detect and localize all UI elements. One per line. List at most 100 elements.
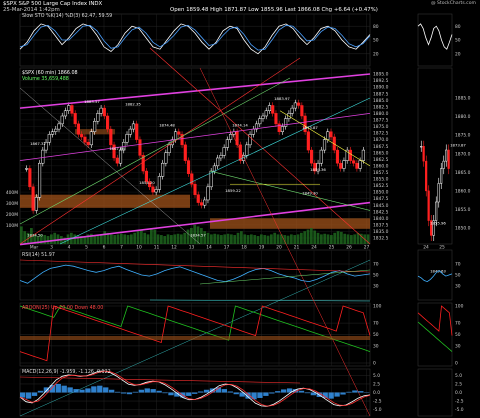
- support-band: [20, 194, 190, 208]
- volume-bar: [240, 231, 243, 244]
- price-axis-label: 1865.0: [373, 150, 389, 156]
- volume-bar: [353, 234, 357, 244]
- volume-bar: [110, 234, 113, 244]
- macd-right-axis-label: -2.5: [455, 399, 464, 405]
- right-price-axis-label: 1870.0: [455, 151, 471, 157]
- candle: [38, 162, 42, 198]
- macd-hist-bar: [352, 390, 358, 393]
- x-tick-label: 14: [206, 245, 212, 251]
- price-axis-label: 1880.0: [373, 111, 389, 117]
- price-annotation: 1867.32: [30, 141, 46, 146]
- macd-hist-bar: [103, 387, 109, 393]
- volume-axis-label: 300M: [6, 201, 18, 207]
- candle: [96, 113, 100, 122]
- macd-hist-bar: [97, 385, 103, 393]
- price-annotation: 1883.57: [84, 99, 100, 104]
- rsi-axis-label: 50: [373, 273, 379, 279]
- volume-bar: [93, 235, 97, 244]
- macd-hist-bar: [67, 387, 73, 393]
- aroon-right-axis-label: 0: [455, 361, 458, 367]
- volume-bar: [206, 232, 210, 244]
- price-annotation: 1873.87: [302, 125, 318, 130]
- price-axis-label: 1837.5: [373, 222, 389, 228]
- x-tick-label: 3: [50, 245, 53, 251]
- candle: [28, 168, 32, 188]
- red-trendline: [149, 47, 371, 245]
- macd-hist-bar: [322, 392, 328, 398]
- lower-channel: [19, 201, 371, 246]
- volume-bar: [320, 234, 323, 244]
- candle: [190, 173, 194, 185]
- candle: [131, 123, 136, 130]
- macd-hist-bar: [73, 389, 79, 393]
- right-candle: [445, 149, 448, 162]
- candle: [167, 144, 171, 153]
- macd-right-panel: [417, 368, 453, 417]
- volume-bar: [336, 231, 340, 244]
- volume-bar: [126, 235, 130, 244]
- candle: [157, 176, 161, 190]
- candle: [174, 131, 178, 140]
- volume-bar: [100, 234, 103, 244]
- price-axis-label: 1872.5: [373, 131, 389, 137]
- candle: [267, 105, 272, 111]
- volume-bar: [200, 228, 203, 244]
- stoch-axis-label: 20: [373, 51, 379, 57]
- aroon-axis-label: 50: [373, 332, 379, 338]
- candle: [310, 149, 314, 164]
- candle: [177, 131, 181, 135]
- volume-bar: [96, 236, 100, 244]
- macd-right-axis-label: 5.0: [455, 373, 462, 379]
- price-axis-label: 1882.5: [373, 104, 389, 110]
- macd-axis-label: -2.5: [373, 399, 382, 405]
- price-annotation: 1855.96: [430, 220, 446, 225]
- volume-bar: [136, 231, 140, 244]
- macd-hist-bar: [227, 391, 233, 393]
- volume-bar: [226, 233, 230, 244]
- volume-bar: [326, 234, 330, 244]
- x-tick-label: 7: [120, 245, 123, 251]
- macd-hist-bar: [55, 383, 61, 393]
- price-axis-label: 1852.5: [373, 183, 389, 189]
- candle: [332, 136, 336, 151]
- volume-axis-label: 200M: [6, 212, 18, 218]
- volume-bar: [303, 231, 307, 244]
- volume-bar: [73, 234, 77, 244]
- volume-bar: [53, 232, 57, 244]
- right-candle: [435, 201, 438, 221]
- stoch-right-axis-label: 20: [455, 51, 461, 57]
- stoch-k-right: [417, 23, 453, 50]
- macd-hist-bar: [251, 392, 257, 400]
- candle: [76, 123, 80, 135]
- volume-bar: [230, 234, 233, 244]
- aroon-right-panel: [417, 302, 453, 367]
- candle: [154, 189, 158, 193]
- macd-hist-bar: [25, 392, 32, 399]
- volume-bar: [163, 236, 167, 244]
- volume-bar: [263, 235, 267, 244]
- price-axis-label: 1890.0: [373, 85, 389, 91]
- volume-bar: [290, 234, 293, 244]
- candle: [44, 141, 48, 151]
- macd-hist-bar: [162, 392, 168, 394]
- candle: [229, 134, 233, 140]
- stoch-axis-label: 50: [373, 38, 379, 44]
- right-x-tick-label: 24: [423, 245, 429, 251]
- x-tick-label: Mar: [30, 245, 38, 251]
- price-axis-label: 1892.5: [373, 78, 389, 84]
- aroon-right-axis-label: 30: [455, 344, 461, 350]
- volume-bar: [300, 232, 303, 244]
- volume-bar: [150, 228, 153, 244]
- candle: [151, 186, 155, 193]
- price-axis-label: 1877.5: [373, 118, 389, 124]
- candle: [316, 162, 320, 172]
- candle: [50, 131, 55, 135]
- volume-bar: [76, 235, 80, 244]
- x-tick-label: 25: [329, 245, 335, 251]
- volume-bar: [86, 234, 90, 244]
- price-annotation: 1859.22: [225, 188, 241, 193]
- candle: [277, 123, 281, 132]
- macd-right-axis-label: -5.0: [455, 407, 464, 413]
- x-tick-label: 18: [241, 245, 247, 251]
- volume-bar: [193, 224, 197, 244]
